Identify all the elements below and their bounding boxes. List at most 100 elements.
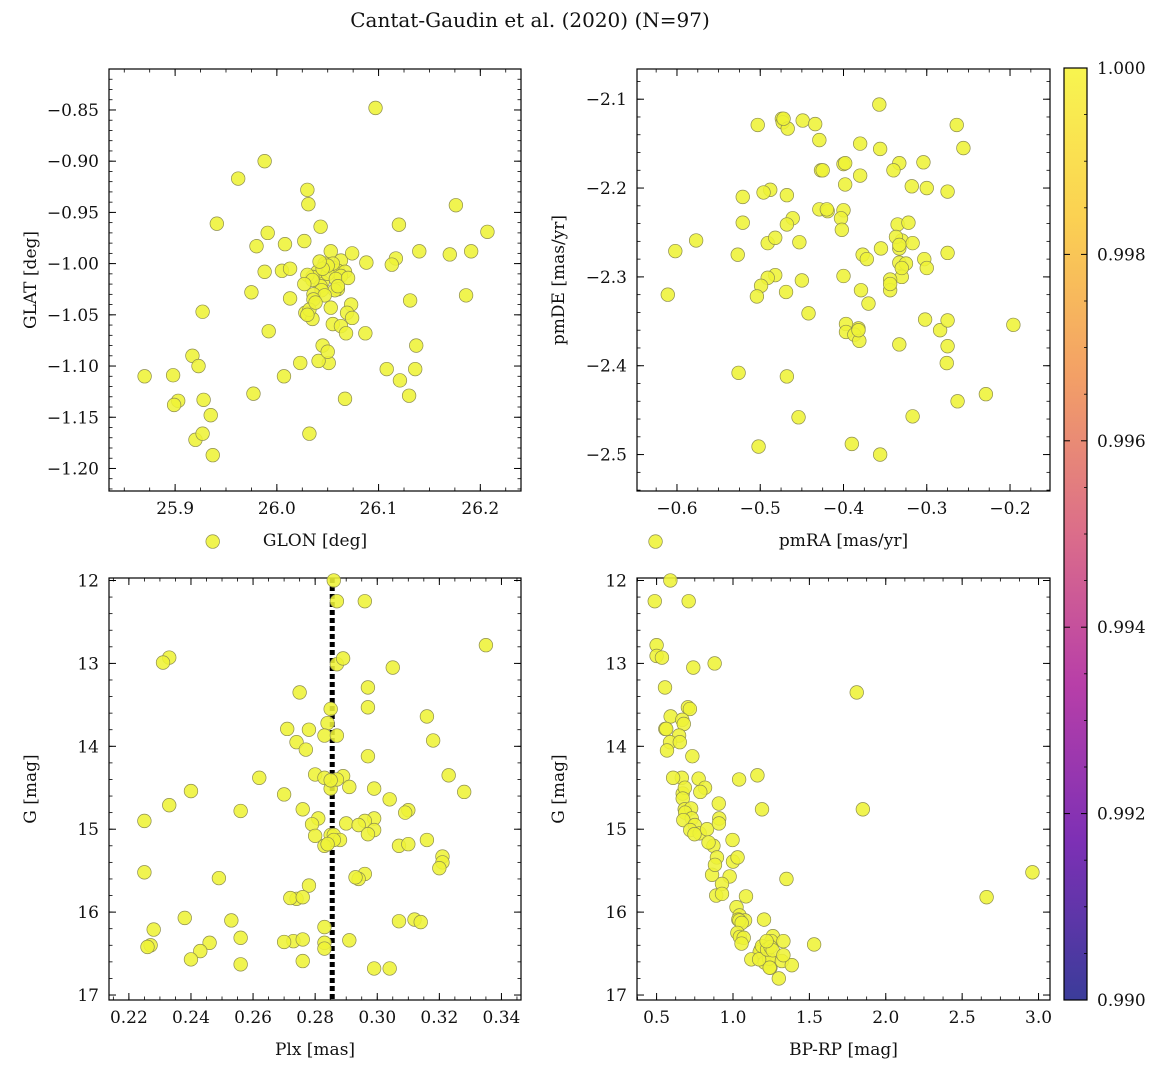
data-point bbox=[442, 247, 457, 262]
panel-plx-g: 0.22 0.24 0.26 0.28 0.30 0.32 0.34 12 13 14 15 16 17… bbox=[21, 534, 522, 1060]
data-point bbox=[233, 957, 248, 972]
data-point bbox=[183, 952, 199, 967]
data-point bbox=[919, 180, 934, 196]
data-point bbox=[317, 728, 332, 743]
data-point bbox=[280, 721, 295, 737]
x-tick-label: 26.0 bbox=[258, 499, 296, 519]
data-point bbox=[261, 324, 276, 339]
data-point bbox=[458, 288, 474, 303]
data-point bbox=[904, 179, 919, 194]
data-point bbox=[391, 914, 407, 929]
data-point bbox=[668, 243, 683, 259]
colorbar-tick-label: 0.998 bbox=[1097, 245, 1146, 265]
data-point bbox=[419, 709, 435, 724]
y-tick-label: 13 bbox=[605, 654, 627, 674]
data-point bbox=[231, 171, 246, 186]
data-point bbox=[1006, 317, 1021, 333]
data-point bbox=[940, 313, 955, 328]
data-point bbox=[249, 239, 264, 254]
data-point bbox=[360, 827, 376, 842]
data-point bbox=[939, 355, 954, 371]
y-tick-label: −2.1 bbox=[586, 90, 627, 110]
data-point bbox=[707, 656, 722, 671]
x-tick-label: 0.28 bbox=[296, 1008, 334, 1028]
data-point bbox=[323, 701, 338, 717]
data-point bbox=[801, 306, 816, 321]
data-point bbox=[730, 850, 745, 865]
data-point bbox=[776, 948, 791, 963]
data-point bbox=[320, 344, 335, 359]
data-point bbox=[919, 260, 934, 276]
data-point bbox=[792, 235, 807, 250]
data-point bbox=[317, 919, 332, 935]
y-tick-label: −1.20 bbox=[47, 459, 99, 479]
data-point bbox=[779, 188, 795, 203]
data-point bbox=[750, 768, 765, 783]
data-point bbox=[731, 772, 747, 787]
data-point bbox=[360, 749, 376, 764]
colorbar-tick-label: 0.992 bbox=[1097, 805, 1146, 825]
data-point bbox=[872, 141, 888, 157]
x-tick-label: 26.2 bbox=[461, 499, 499, 519]
y-tick-label: 15 bbox=[605, 820, 627, 840]
data-point bbox=[300, 307, 315, 322]
y-tick-label: −0.95 bbox=[47, 203, 99, 223]
data-point bbox=[932, 323, 948, 338]
y-tick-label: 13 bbox=[77, 654, 99, 674]
data-point bbox=[791, 410, 806, 425]
data-point bbox=[894, 260, 909, 276]
data-point bbox=[806, 937, 822, 952]
data-point bbox=[342, 933, 357, 948]
data-point bbox=[401, 836, 416, 852]
x-tick-label: −0.5 bbox=[740, 499, 781, 519]
y-axis-label: pmDE [mas/yr] bbox=[549, 215, 569, 345]
data-point bbox=[233, 930, 248, 945]
data-point bbox=[330, 278, 346, 294]
data-point bbox=[224, 913, 239, 928]
data-point bbox=[892, 337, 907, 352]
x-tick-label: 0.5 bbox=[643, 1008, 670, 1028]
data-point bbox=[464, 244, 479, 259]
data-point bbox=[735, 215, 750, 230]
x-tick-label: 0.32 bbox=[420, 1008, 458, 1028]
data-point bbox=[382, 792, 397, 807]
data-point bbox=[905, 235, 920, 251]
data-point bbox=[784, 958, 799, 973]
x-tick-label: −0.2 bbox=[989, 499, 1030, 519]
y-tick-label: −0.85 bbox=[47, 101, 99, 121]
data-point bbox=[838, 156, 853, 171]
data-point bbox=[366, 781, 382, 796]
data-point bbox=[778, 284, 794, 300]
data-point bbox=[795, 113, 810, 128]
data-point bbox=[815, 163, 830, 178]
data-point bbox=[734, 936, 749, 951]
y-tick-label: 16 bbox=[77, 903, 99, 923]
data-point bbox=[252, 770, 267, 785]
data-point bbox=[391, 217, 407, 232]
x-axis-label: Plx [mas] bbox=[275, 1040, 355, 1060]
data-point bbox=[735, 189, 750, 205]
data-point bbox=[851, 323, 866, 338]
data-point bbox=[659, 743, 675, 758]
data-point bbox=[297, 233, 312, 249]
data-point bbox=[872, 447, 888, 462]
panel-pmra-pmde: −0.6 −0.5 −0.4 −0.3 −0.2 −2.1 −2.2 −2.3 −2.4 −2.5… bbox=[549, 68, 1051, 551]
y-tick-label: −2.3 bbox=[586, 268, 627, 288]
data-point bbox=[191, 358, 206, 374]
data-point bbox=[978, 387, 994, 402]
data-point bbox=[392, 373, 408, 388]
data-point bbox=[402, 293, 418, 308]
x-tick-label: 2.5 bbox=[949, 1008, 976, 1028]
data-point bbox=[338, 326, 354, 341]
axes-frame bbox=[108, 68, 522, 492]
data-point bbox=[776, 111, 791, 126]
data-point bbox=[137, 369, 152, 384]
data-point bbox=[293, 355, 308, 371]
data-point bbox=[478, 638, 494, 653]
x-tick-label: 1.0 bbox=[719, 1008, 746, 1028]
axes-frame bbox=[636, 577, 1051, 1001]
y-axis-label: GLAT [deg] bbox=[21, 231, 41, 329]
data-point bbox=[859, 251, 874, 267]
data-point bbox=[754, 802, 770, 817]
